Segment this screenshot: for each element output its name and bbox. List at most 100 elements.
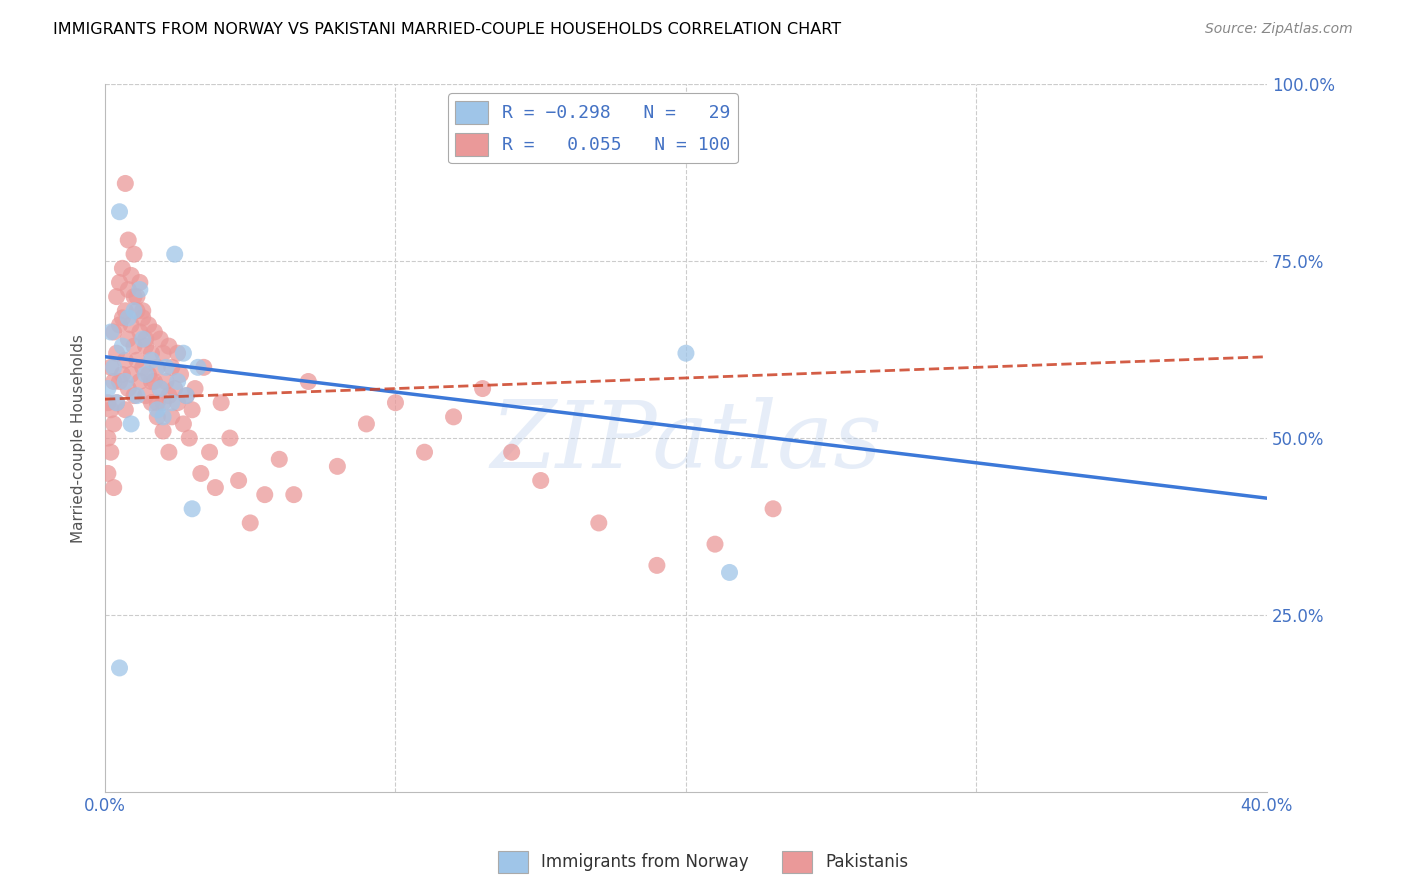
- Point: [128, 375, 150, 389]
- Point: [111, 261, 134, 276]
- Point: [125, 303, 148, 318]
- Point: [149, 382, 172, 396]
- Point: [125, 290, 148, 304]
- Point: [143, 325, 166, 339]
- Point: [103, 360, 125, 375]
- Point: [166, 346, 188, 360]
- Point: [172, 417, 194, 431]
- Point: [117, 283, 139, 297]
- Point: [103, 481, 125, 495]
- Point: [675, 346, 697, 360]
- Point: [97, 431, 120, 445]
- Point: [97, 382, 120, 396]
- Point: [122, 389, 145, 403]
- Point: [105, 346, 128, 360]
- Legend: R = −0.298   N =   29, R =   0.055   N = 100: R = −0.298 N = 29, R = 0.055 N = 100: [449, 94, 738, 163]
- Point: [108, 276, 131, 290]
- Point: [146, 360, 169, 375]
- Point: [193, 360, 215, 375]
- Point: [253, 488, 276, 502]
- Point: [704, 537, 727, 551]
- Point: [135, 339, 157, 353]
- Point: [152, 409, 174, 424]
- Point: [718, 566, 741, 580]
- Point: [160, 360, 183, 375]
- Point: [239, 516, 262, 530]
- Point: [204, 481, 226, 495]
- Point: [384, 395, 406, 409]
- Point: [198, 445, 221, 459]
- Point: [120, 268, 142, 283]
- Point: [97, 467, 120, 481]
- Point: [152, 346, 174, 360]
- Point: [114, 375, 136, 389]
- Point: [111, 339, 134, 353]
- Point: [97, 395, 120, 409]
- Point: [297, 375, 319, 389]
- Point: [117, 382, 139, 396]
- Point: [179, 431, 201, 445]
- Text: IMMIGRANTS FROM NORWAY VS PAKISTANI MARRIED-COUPLE HOUSEHOLDS CORRELATION CHART: IMMIGRANTS FROM NORWAY VS PAKISTANI MARR…: [53, 22, 842, 37]
- Point: [138, 368, 160, 382]
- Point: [146, 395, 169, 409]
- Point: [122, 247, 145, 261]
- Point: [132, 303, 155, 318]
- Point: [762, 501, 785, 516]
- Point: [108, 661, 131, 675]
- Point: [166, 395, 188, 409]
- Legend: Immigrants from Norway, Pakistanis: Immigrants from Norway, Pakistanis: [491, 845, 915, 880]
- Point: [141, 346, 163, 360]
- Point: [172, 346, 194, 360]
- Y-axis label: Married-couple Households: Married-couple Households: [72, 334, 86, 542]
- Point: [128, 325, 150, 339]
- Point: [443, 409, 465, 424]
- Point: [100, 360, 122, 375]
- Point: [157, 339, 180, 353]
- Point: [176, 389, 198, 403]
- Text: Source: ZipAtlas.com: Source: ZipAtlas.com: [1205, 22, 1353, 37]
- Point: [219, 431, 242, 445]
- Point: [114, 402, 136, 417]
- Point: [326, 459, 349, 474]
- Point: [471, 382, 494, 396]
- Point: [155, 360, 177, 375]
- Point: [160, 395, 183, 409]
- Point: [100, 445, 122, 459]
- Point: [132, 310, 155, 325]
- Point: [117, 332, 139, 346]
- Point: [141, 395, 163, 409]
- Point: [184, 382, 207, 396]
- Text: ZIPatlas: ZIPatlas: [491, 397, 882, 487]
- Point: [128, 276, 150, 290]
- Point: [122, 339, 145, 353]
- Point: [111, 310, 134, 325]
- Point: [132, 360, 155, 375]
- Point: [100, 402, 122, 417]
- Point: [413, 445, 436, 459]
- Point: [103, 325, 125, 339]
- Point: [146, 402, 169, 417]
- Point: [114, 353, 136, 368]
- Point: [105, 290, 128, 304]
- Point: [108, 375, 131, 389]
- Point: [128, 283, 150, 297]
- Point: [122, 303, 145, 318]
- Point: [166, 375, 188, 389]
- Point: [117, 310, 139, 325]
- Point: [152, 395, 174, 409]
- Point: [120, 318, 142, 332]
- Point: [181, 402, 204, 417]
- Point: [125, 353, 148, 368]
- Point: [125, 389, 148, 403]
- Point: [105, 395, 128, 409]
- Point: [117, 233, 139, 247]
- Point: [190, 467, 212, 481]
- Point: [157, 445, 180, 459]
- Point: [120, 368, 142, 382]
- Point: [160, 409, 183, 424]
- Point: [132, 332, 155, 346]
- Point: [103, 417, 125, 431]
- Point: [105, 395, 128, 409]
- Point: [163, 247, 186, 261]
- Point: [169, 368, 191, 382]
